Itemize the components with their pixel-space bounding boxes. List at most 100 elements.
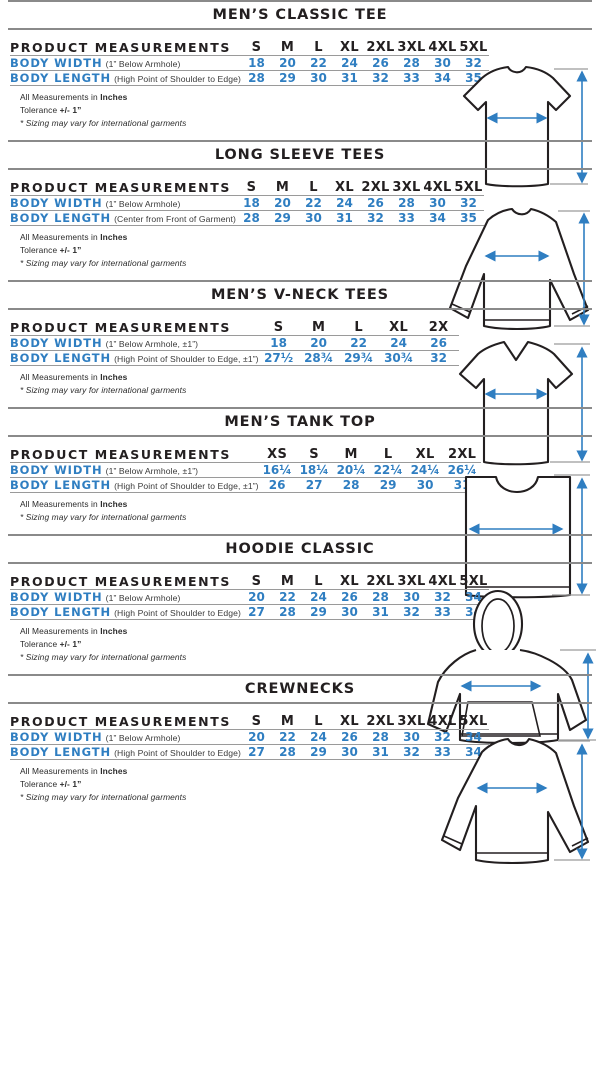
measurement-name: BODY LENGTH <box>10 478 111 493</box>
measurement-value: 32 <box>427 589 458 605</box>
measurement-value: 33 <box>427 604 458 621</box>
measurement-value: 32 <box>359 210 391 227</box>
size-header-xl: XL <box>415 447 435 463</box>
measurement-value: 30¾ <box>378 350 419 367</box>
footnote-units-value: Inches <box>100 372 128 383</box>
product-measurements-header: PRODUCT MEASUREMENTS <box>10 320 231 336</box>
measurement-label: BODY LENGTH (High Point of Shoulder to E… <box>10 477 259 494</box>
footnotes: All Measurements in Inches Tolerance +/- … <box>10 226 484 270</box>
table-header-row: PRODUCT MEASUREMENTS S M L XL 2XL 3XL 4XL 5XL <box>10 180 484 196</box>
measurements-table: PRODUCT MEASUREMENTS S M L XL 2X BODY WIDTH (1… <box>10 320 459 367</box>
product-measurements-header: PRODUCT MEASUREMENTS <box>10 714 231 730</box>
size-header-m: M <box>344 447 358 463</box>
size-header-2xl: 2XL <box>361 180 390 196</box>
measurement-value: 30 <box>303 70 334 86</box>
measurement-name: BODY LENGTH <box>10 351 111 366</box>
measurement-value: 27 <box>241 604 272 621</box>
measurement-value: 28 <box>365 589 396 605</box>
measurement-value: 29 <box>303 604 334 621</box>
footnote-international: * Sizing may vary for international garm… <box>20 258 187 269</box>
measurement-value: 32 <box>365 70 396 86</box>
footnote-tolerance: Tolerance +/- 1” <box>20 104 489 117</box>
measurement-value: 30 <box>427 55 458 71</box>
measurement-name: BODY LENGTH <box>10 71 111 85</box>
size-header-4xl: 4XL <box>428 714 457 730</box>
section-title: LONG SLEEVE TEES <box>214 147 386 164</box>
measurement-note: (1” Below Armhole) <box>105 59 181 69</box>
footnotes: All Measurements in Inches Tolerance +/- … <box>10 760 489 804</box>
measurement-value: 28 <box>235 210 267 227</box>
measurement-label: BODY WIDTH (1” Below Armhole) <box>10 55 241 71</box>
product-measurements-header: PRODUCT MEASUREMENTS <box>10 40 231 55</box>
measurements-table: PRODUCT MEASUREMENTS S M L XL 2XL 3XL 4XL 5XL BOD… <box>10 180 484 227</box>
measurement-value: 22 <box>303 55 334 71</box>
measurements-table-wrap: PRODUCT MEASUREMENTS S M L XL 2XL 3XL 4XL 5XL BOD… <box>0 170 484 270</box>
footnote-international: * Sizing may vary for international garm… <box>20 652 187 663</box>
measurement-label: BODY LENGTH (High Point of Shoulder to E… <box>10 604 241 621</box>
measurement-value: 32 <box>458 55 489 71</box>
size-header-5xl: 5XL <box>459 714 488 730</box>
section-bottom-divider <box>8 435 592 438</box>
measurement-name: BODY WIDTH <box>10 336 103 351</box>
size-header-2xl: 2XL <box>366 574 395 590</box>
table-row: BODY LENGTH (High Point of Shoulder to E… <box>10 477 481 494</box>
section-top-divider <box>8 0 592 2</box>
footnote-units: All Measurements in Inches <box>20 625 489 638</box>
measurement-note: (High Point of Shoulder to Edge) <box>114 74 241 84</box>
size-header-m: M <box>280 574 295 590</box>
size-header-3xl: 3XL <box>397 714 426 730</box>
table-row: BODY LENGTH (High Point of Shoulder to E… <box>10 70 489 86</box>
size-section-mens-tank-top: MEN’S TANK TOP PRODUCT MEASUREMENTS XS S M L X… <box>0 407 600 599</box>
footnote-units-prefix: All Measurements in <box>20 766 101 777</box>
footnote-units-value: Inches <box>100 92 128 102</box>
size-header-m: M <box>275 180 290 196</box>
measurement-value: 20¼ <box>332 462 370 478</box>
footnote-tolerance: Tolerance +/- 1” <box>20 244 484 257</box>
footnote-units-prefix: All Measurements in <box>20 92 101 102</box>
measurements-table-wrap: PRODUCT MEASUREMENTS S M L XL 2X BODY WIDTH (1… <box>0 310 459 397</box>
size-header-l: L <box>314 40 323 55</box>
measurement-value: 30 <box>396 589 427 605</box>
footnote-tolerance-value: +/- 1” <box>59 105 82 116</box>
measurement-value: 30 <box>334 744 365 761</box>
measurement-value: 30 <box>334 604 365 621</box>
footnotes: All Measurements in Inches * Sizing may v… <box>10 366 459 397</box>
section-body: PRODUCT MEASUREMENTS S M L XL 2XL 3XL 4XL 5XL BOD… <box>0 704 600 865</box>
size-header-2xl: 2XL <box>447 447 477 463</box>
measurement-value: 28 <box>396 55 427 71</box>
measurement-value: 20 <box>241 729 272 745</box>
footnote-international: * Sizing may vary for international garm… <box>20 512 187 523</box>
footnotes: All Measurements in Inches Tolerance +/- … <box>10 620 489 664</box>
measurement-label: BODY WIDTH (1” Below Armhole, ±1”) <box>10 335 259 351</box>
footnote-tolerance-prefix: Tolerance <box>20 779 60 790</box>
measurement-note: (1” Below Armhole) <box>105 733 181 744</box>
measurement-value: 32 <box>396 744 427 761</box>
measurement-value: 28 <box>272 744 303 761</box>
measurement-name: BODY WIDTH <box>10 590 103 605</box>
measurement-value: 31 <box>328 210 360 227</box>
size-section-mens-v-neck-tees: MEN’S V-NECK TEES PRODUCT MEASUREMENTS S M L… <box>0 280 600 466</box>
measurement-value: 29¾ <box>338 350 379 367</box>
section-top-divider <box>8 140 592 143</box>
measurements-table: PRODUCT MEASUREMENTS S M L XL 2XL 3XL 4XL 5XL BOD… <box>10 40 489 86</box>
section-title: MEN’S TANK TOP <box>224 414 376 431</box>
measurement-value: 26 <box>365 55 396 71</box>
measurement-value: 24 <box>303 589 334 605</box>
footnote-international: * Sizing may vary for international garm… <box>20 385 187 396</box>
measurement-value: 34 <box>421 210 453 227</box>
footnote-units-value: Inches <box>100 499 128 510</box>
size-header-m: M <box>280 40 295 55</box>
measurement-value: 27½ <box>258 350 299 367</box>
section-bottom-divider <box>8 28 592 30</box>
measurement-value: 28 <box>390 195 422 211</box>
size-section-long-sleeve-tees: LONG SLEEVE TEES PRODUCT MEASUREMENTS S M L X… <box>0 140 600 331</box>
product-measurements-header: PRODUCT MEASUREMENTS <box>10 180 231 196</box>
size-section-hoodie-classic: HOODIE CLASSIC PRODUCT MEASUREMENTS S M L XL 2… <box>0 534 600 745</box>
size-header-s: S <box>251 40 262 55</box>
measurement-value: 20 <box>272 55 303 71</box>
section-body: PRODUCT MEASUREMENTS S M L XL 2X BODY WIDTH (1… <box>0 310 600 466</box>
measurement-name: BODY LENGTH <box>10 605 111 620</box>
measurement-value: 26 <box>334 729 365 745</box>
table-row: BODY WIDTH (1” Below Armhole) 18 20 22 24 26 2… <box>10 55 489 71</box>
measurement-value: 26¼ <box>443 462 481 478</box>
